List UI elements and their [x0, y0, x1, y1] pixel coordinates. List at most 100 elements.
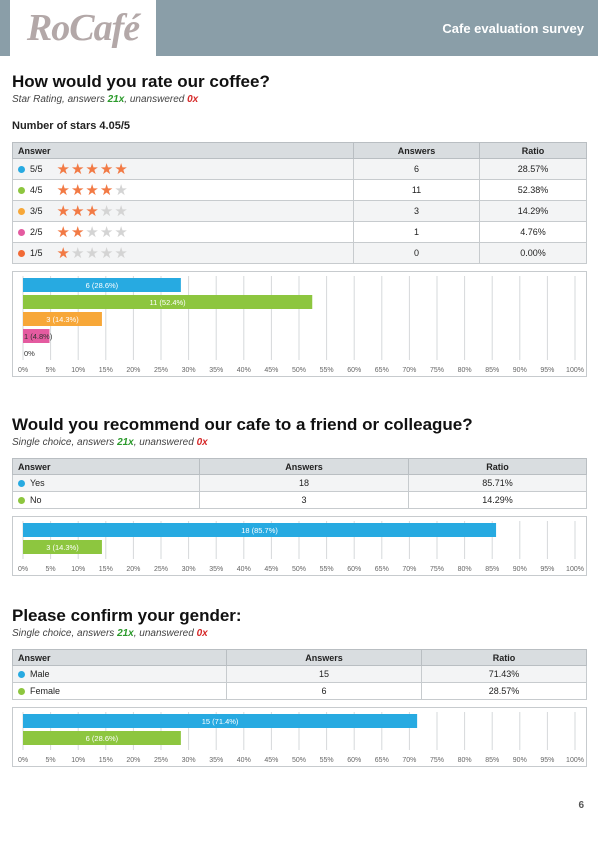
tick-label: 15%	[99, 367, 113, 374]
tick-label: 70%	[402, 566, 416, 573]
table-row: 5/5 ★★★★★ 6 28.57%	[12, 158, 587, 180]
star-rating: ★★★★★	[57, 183, 129, 198]
answer-cell: 3/5 ★★★★★	[12, 200, 354, 222]
answers-cell: 1	[353, 221, 480, 243]
answer-cell: 1/5 ★★★★★	[12, 242, 354, 264]
answer-label: 3/5	[30, 205, 43, 216]
tick-label: 5%	[46, 757, 56, 764]
star-empty-icon: ★	[70, 244, 85, 262]
answers-cell: 18	[199, 474, 409, 492]
answers-cell: 11	[353, 179, 480, 201]
tick-label: 60%	[347, 757, 361, 764]
star-empty-icon: ★	[114, 181, 128, 199]
header-answer: Answer	[12, 458, 200, 475]
answer-label: 2/5	[30, 226, 43, 237]
star-filled-icon: ★	[99, 181, 114, 199]
tick-label: 0%	[18, 367, 28, 374]
bar-label: 0%	[24, 349, 35, 358]
unanswered-label: , unanswered	[133, 628, 197, 639]
tick-label: 45%	[264, 757, 278, 764]
question-subtitle: Single choice, answers 21x, unanswered 0…	[12, 437, 587, 449]
tick-label: 65%	[375, 757, 389, 764]
tick-label: 30%	[182, 566, 196, 573]
answer-cell: 5/5 ★★★★★	[12, 158, 354, 180]
star-filled-icon: ★	[99, 160, 114, 178]
tick-label: 90%	[513, 367, 527, 374]
results-chart: 0% 5% 10% 15% 20% 25% 30% 35% 40% 45% 50% 55% 60% 65%…	[12, 707, 587, 767]
answer-cell: 2/5 ★★★★★	[12, 221, 354, 243]
question-subtitle: Single choice, answers 21x, unanswered 0…	[12, 628, 587, 640]
tick-label: 30%	[182, 367, 196, 374]
tick-label: 35%	[209, 566, 223, 573]
unanswered-label: , unanswered	[133, 437, 197, 448]
star-rating: ★★★★★	[57, 162, 129, 177]
results-chart: 0% 5% 10% 15% 20% 25% 30% 35% 40% 45% 50% 55% 60% 65%…	[12, 271, 587, 377]
header-ratio: Ratio	[408, 458, 587, 475]
answer-label: Female	[30, 686, 61, 696]
star-empty-icon: ★	[99, 223, 114, 241]
question-type: Star Rating, answers	[12, 94, 108, 105]
tick-label: 75%	[430, 367, 444, 374]
tick-label: 20%	[126, 367, 140, 374]
bar-label: 18 (85.7%)	[241, 526, 278, 535]
tick-label: 5%	[46, 566, 56, 573]
bar	[23, 731, 181, 745]
results-table: Answer Answers Ratio Yes 18 85.71% No 3 14.29…	[12, 458, 587, 509]
tick-label: 30%	[182, 757, 196, 764]
star-filled-icon: ★	[70, 202, 85, 220]
table-row: 2/5 ★★★★★ 1 4.76%	[12, 221, 587, 243]
answer-cell: Yes	[12, 474, 200, 492]
answers-count: 21x	[117, 437, 134, 448]
question-title: Would you recommend our cafe to a friend…	[12, 415, 473, 434]
table-row: 4/5 ★★★★★ 11 52.38%	[12, 179, 587, 201]
unanswered-label: , unanswered	[124, 94, 188, 105]
answer-label: 1/5	[30, 247, 43, 258]
unanswered-count: 0x	[196, 628, 208, 639]
legend-dot-icon	[18, 165, 25, 173]
table-row: 3/5 ★★★★★ 3 14.29%	[12, 200, 587, 222]
tick-label: 10%	[71, 757, 85, 764]
tick-label: 65%	[375, 367, 389, 374]
tick-label: 40%	[237, 566, 251, 573]
answer-label: 5/5	[30, 163, 43, 174]
answers-cell: 3	[199, 491, 409, 509]
answers-cell: 15	[226, 665, 422, 683]
unanswered-count: 0x	[196, 437, 208, 448]
star-filled-icon: ★	[85, 181, 99, 199]
ratio-cell: 0.00%	[479, 242, 587, 264]
tick-label: 40%	[237, 367, 251, 374]
bar	[23, 312, 102, 326]
ratio-cell: 85.71%	[408, 474, 587, 492]
tick-label: 65%	[375, 566, 389, 573]
question-recommend: Would you recommend our cafe to a friend…	[12, 415, 587, 576]
table-row: Male 15 71.43%	[12, 665, 587, 683]
answers-cell: 0	[353, 242, 480, 264]
question-subtitle: Star Rating, answers 21x, unanswered 0x	[12, 94, 587, 106]
tick-label: 50%	[292, 367, 306, 374]
star-empty-icon: ★	[85, 244, 99, 262]
table-row: No 3 14.29%	[12, 491, 587, 509]
tick-label: 55%	[320, 566, 334, 573]
tick-label: 70%	[402, 367, 416, 374]
ratio-cell: 14.29%	[408, 491, 587, 509]
bar	[23, 523, 497, 537]
tick-label: 80%	[458, 367, 472, 374]
tick-label: 60%	[347, 566, 361, 573]
header-answers: Answers	[199, 458, 409, 475]
star-filled-icon: ★	[85, 160, 99, 178]
ratio-cell: 14.29%	[479, 200, 587, 222]
legend-dot-icon	[18, 480, 25, 488]
tick-label: 20%	[126, 566, 140, 573]
star-rating: ★★★★★	[57, 246, 129, 261]
star-filled-icon: ★	[114, 160, 128, 178]
results-chart: 0% 5% 10% 15% 20% 25% 30% 35% 40% 45% 50% 55% 60% 65%…	[12, 516, 587, 576]
star-filled-icon: ★	[70, 160, 85, 178]
survey-title: Cafe evaluation survey	[442, 21, 584, 36]
star-rating: ★★★★★	[57, 204, 129, 219]
answer-label: Male	[30, 669, 50, 679]
ratio-cell: 28.57%	[421, 682, 587, 700]
question-gender: Please confirm your gender: Single choic…	[12, 606, 587, 767]
tick-label: 5%	[46, 367, 56, 374]
star-filled-icon: ★	[70, 181, 85, 199]
bar-label: 11 (52.4%)	[150, 298, 187, 307]
